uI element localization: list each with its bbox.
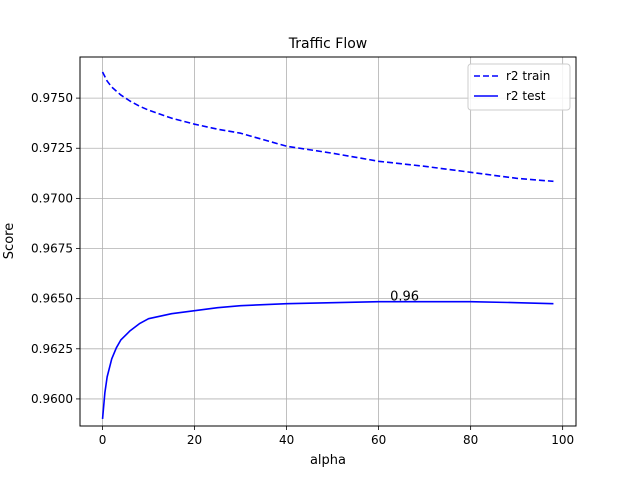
legend: r2 train r2 test [467, 63, 571, 111]
y-tick-label: 0.9650 [31, 292, 73, 306]
x-tick-label: 80 [463, 433, 478, 447]
y-tick-label: 0.9625 [31, 342, 73, 356]
y-tick-label: 0.9750 [31, 91, 73, 105]
annotations: 0.96 [390, 290, 419, 305]
x-tick-label: 60 [371, 433, 386, 447]
x-tick-label: 0 [99, 433, 107, 447]
y-tick-label: 0.9700 [31, 191, 73, 205]
y-tick-label: 0.9675 [31, 242, 73, 256]
y-axis-label: Score [2, 223, 17, 259]
plot-frame [79, 56, 577, 427]
x-tick-label: 40 [279, 433, 294, 447]
grid [80, 57, 576, 426]
ticks: 0 20 40 60 80 100 0.9600 0.9625 0.9650 0.9675 0.97… [31, 91, 574, 447]
y-tick-label: 0.9725 [31, 141, 73, 155]
legend-label-1: r2 test [506, 89, 546, 103]
chart-title: Traffic Flow [288, 36, 367, 52]
series-line-0 [101, 71, 554, 183]
series-line-1 [101, 300, 554, 420]
y-tick-label: 0.9600 [31, 392, 73, 406]
series-layer [101, 71, 554, 420]
x-tick-label: 100 [551, 433, 574, 447]
annotation-label: 0.96 [390, 290, 419, 305]
x-tick-label: 20 [187, 433, 202, 447]
legend-label-0: r2 train [506, 69, 550, 83]
x-axis-label: alpha [310, 453, 346, 468]
